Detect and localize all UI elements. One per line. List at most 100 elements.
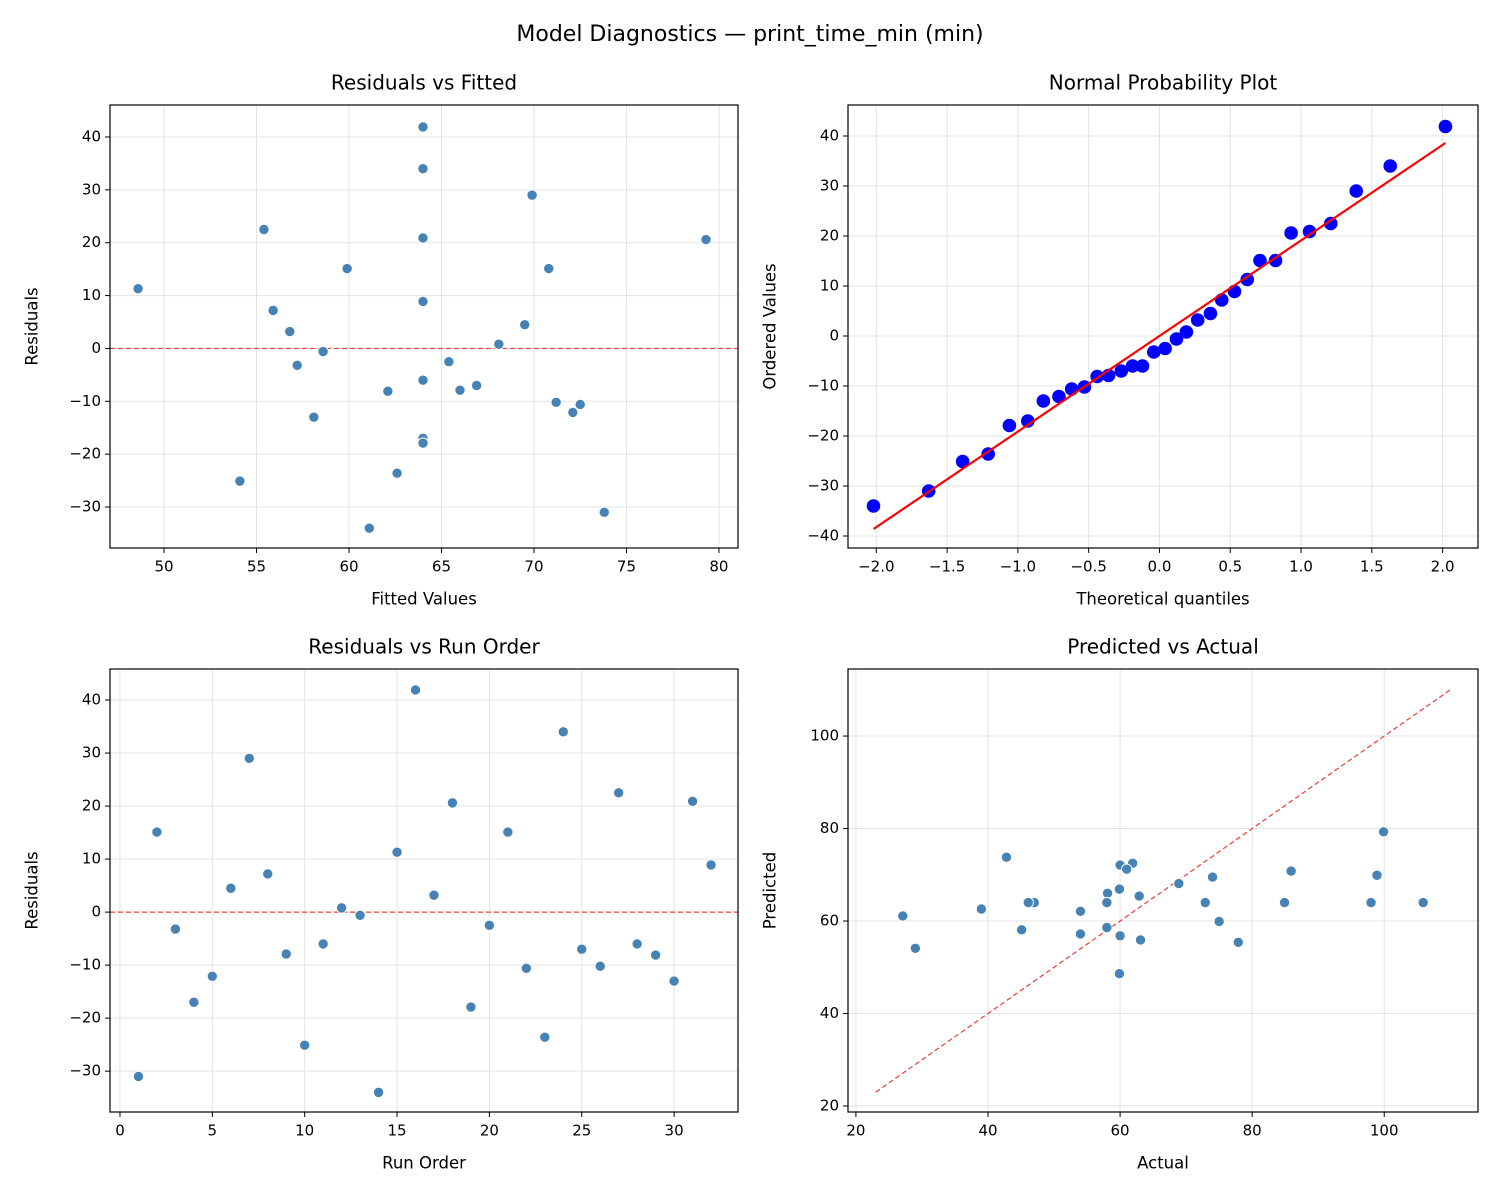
point (341, 262, 353, 275)
y-tick-label: 40 (82, 127, 101, 145)
point (1383, 159, 1398, 173)
point (225, 882, 237, 894)
x-tick-label: −2.0 (858, 558, 894, 576)
x-tick-label: 20 (846, 1122, 865, 1140)
point (1268, 253, 1283, 268)
point (443, 355, 455, 368)
figure-title: Model Diagnostics — print_time_min (min) (516, 22, 983, 47)
fit-line (872, 142, 1447, 530)
plot-frame (847, 668, 1479, 1113)
plot-frame (109, 104, 739, 549)
point (1278, 896, 1291, 909)
point (1074, 928, 1087, 940)
point (686, 795, 699, 807)
x-tick-label: 70 (524, 558, 543, 576)
point (470, 379, 483, 392)
point (391, 846, 403, 858)
point (1179, 325, 1194, 339)
y-tick-label: −20 (69, 445, 101, 463)
point (594, 960, 606, 972)
point (1199, 896, 1211, 909)
point (1052, 389, 1066, 404)
point (1113, 883, 1126, 895)
y-tick-label: 20 (820, 227, 839, 245)
point (1002, 418, 1017, 433)
point (700, 233, 712, 246)
x-tick-label: 75 (617, 558, 636, 576)
point (526, 189, 538, 201)
x-tick-label: 30 (665, 1122, 684, 1140)
point (1135, 359, 1150, 373)
point (705, 859, 717, 871)
point (1253, 253, 1267, 268)
x-tick-label: 0.5 (1218, 558, 1242, 576)
point (1371, 869, 1383, 881)
point (206, 970, 219, 982)
x-tick-label: 50 (154, 558, 173, 576)
point (1074, 905, 1087, 918)
point (391, 467, 403, 479)
point (417, 295, 429, 308)
point (169, 923, 182, 935)
point (1349, 184, 1364, 198)
point (1015, 924, 1028, 936)
point (1206, 871, 1219, 883)
y-tick-label: 80 (820, 819, 839, 837)
y-tick-label: 30 (82, 180, 101, 198)
point (262, 868, 274, 880)
point (1323, 216, 1338, 231)
point (151, 826, 163, 838)
x-tick-label: 15 (387, 1122, 406, 1140)
point (291, 359, 303, 372)
x-tick-label: 0.0 (1148, 558, 1172, 576)
panel-title: Residuals vs Fitted (331, 71, 517, 95)
point (354, 909, 366, 921)
point (574, 398, 586, 411)
point (668, 975, 680, 987)
point (446, 797, 459, 809)
x-tick-label: −0.5 (1070, 558, 1106, 576)
y-axis-label: Residuals (23, 287, 42, 365)
point (417, 437, 429, 449)
point (502, 826, 514, 838)
point (1020, 414, 1035, 428)
point (1125, 359, 1140, 373)
point (258, 223, 270, 236)
point (188, 996, 200, 1008)
point (1064, 382, 1079, 396)
x-axis-label: Actual (1137, 1154, 1189, 1173)
point (1203, 306, 1218, 321)
y-tick-label: 0 (829, 327, 839, 345)
point (1173, 877, 1185, 890)
panel-title: Normal Probability Plot (1049, 71, 1278, 95)
point (284, 325, 296, 338)
x-tick-label: 60 (339, 558, 358, 576)
y-tick-label: 100 (810, 727, 839, 745)
y-tick-label: −40 (807, 527, 839, 545)
x-tick-label: 0 (115, 1122, 125, 1140)
point (298, 1039, 311, 1051)
point (417, 163, 429, 175)
y-tick-label: 40 (820, 127, 839, 145)
point (317, 938, 329, 950)
panel-title: Residuals vs Run Order (308, 635, 540, 659)
point (267, 304, 279, 317)
y-tick-label: −10 (69, 392, 101, 410)
point (428, 889, 440, 901)
x-tick-label: 20 (480, 1122, 499, 1140)
x-axis-label: Fitted Values (371, 590, 477, 609)
y-tick-label: −20 (807, 427, 839, 445)
point (1438, 119, 1453, 134)
x-axis-label: Theoretical quantiles (1075, 590, 1249, 609)
y-axis-label: Predicted (761, 852, 780, 929)
point (649, 949, 662, 961)
point (1036, 394, 1051, 408)
y-tick-label: 30 (82, 744, 101, 762)
x-tick-label: −1.0 (1000, 558, 1036, 576)
point (1240, 272, 1255, 287)
point (382, 385, 394, 397)
x-tick-label: 60 (1111, 1122, 1130, 1140)
y-tick-label: −30 (807, 477, 839, 495)
point (1134, 934, 1147, 946)
